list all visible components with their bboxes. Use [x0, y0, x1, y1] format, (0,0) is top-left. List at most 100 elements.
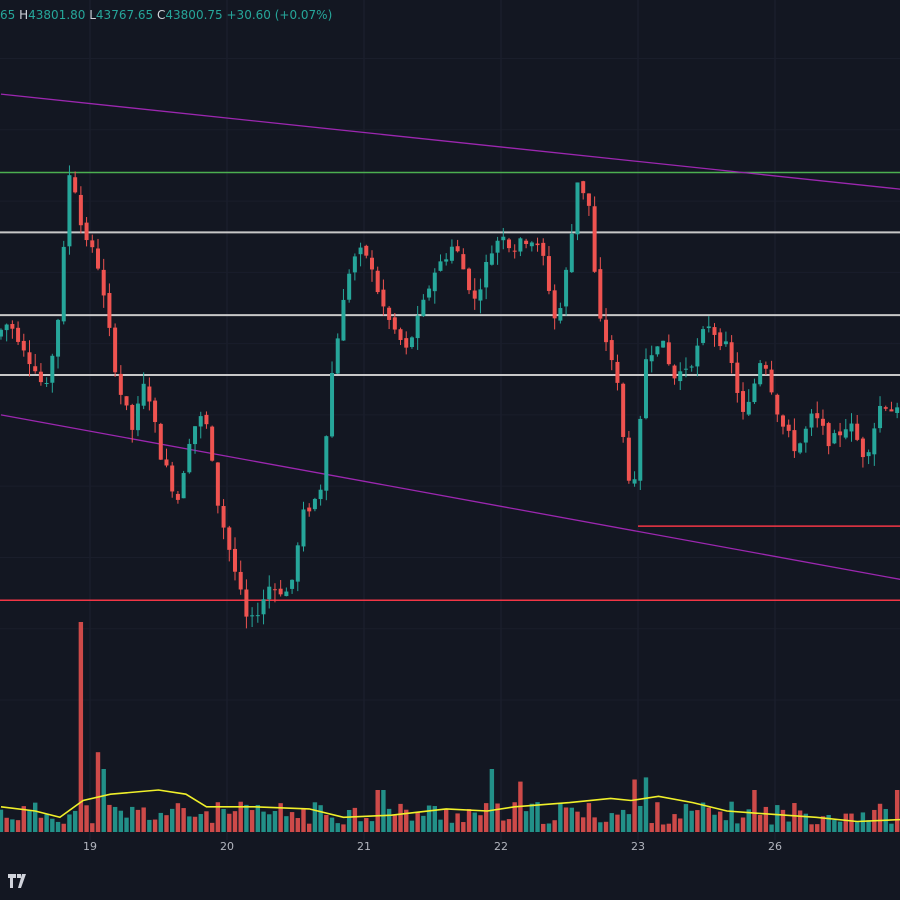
candle-body-61 — [347, 273, 352, 300]
volume-bar-151 — [860, 812, 866, 832]
volume-bar-144 — [820, 816, 826, 832]
candle-body-8 — [44, 383, 49, 385]
volume-bar-152 — [866, 820, 871, 832]
candle-body-117 — [666, 342, 671, 365]
candle-body-43 — [244, 589, 249, 617]
volume-bar-9 — [50, 818, 55, 832]
volume-bar-103 — [586, 803, 592, 832]
candle-body-45 — [255, 615, 260, 617]
candle-body-152 — [866, 452, 871, 457]
candle-body-86 — [489, 253, 494, 265]
candle-body-10 — [56, 319, 61, 357]
candle-body-67 — [381, 289, 386, 307]
volume-bar-120 — [683, 804, 689, 832]
candle-body-99 — [564, 269, 569, 307]
volume-bar-4 — [21, 806, 26, 832]
volume-bar-146 — [832, 820, 837, 832]
volume-bar-127 — [723, 820, 729, 832]
volume-bar-62 — [352, 807, 358, 832]
candle-body-96 — [546, 256, 551, 291]
candle-body-16 — [90, 240, 95, 248]
volume-bar-5 — [27, 810, 32, 832]
tradingview-logo[interactable] — [6, 872, 28, 890]
volume-bar-38 — [215, 802, 221, 832]
volume-bar-67 — [381, 790, 386, 832]
volume-bar-17 — [95, 752, 101, 832]
candle-body-72 — [409, 337, 414, 347]
candle-body-147 — [838, 431, 843, 436]
candle-body-143 — [815, 413, 820, 419]
volume-bar-19 — [107, 804, 112, 832]
candle-body-131 — [746, 401, 751, 415]
candle-body-153 — [872, 428, 877, 455]
channel-lines — [0, 93, 900, 580]
high-value: 43801.80 — [28, 8, 86, 22]
volume-bar-134 — [763, 806, 769, 832]
close-value: 43800.75 — [165, 8, 223, 22]
candle-body-148 — [843, 429, 848, 438]
candle-body-35 — [198, 416, 203, 427]
volume-bar-85 — [483, 803, 489, 832]
volume-bar-97 — [552, 820, 557, 832]
volume-bar-73 — [415, 812, 420, 832]
candle-body-154 — [878, 405, 883, 429]
candle-body-34 — [193, 426, 198, 445]
volume-bar-122 — [695, 810, 700, 832]
channel-line-1 — [0, 414, 900, 580]
x-tick-22: 22 — [494, 840, 508, 853]
volume-bar-109 — [620, 809, 626, 832]
volume-bar-98 — [558, 803, 563, 832]
volume-bar-150 — [855, 822, 860, 832]
candle-body-52 — [295, 545, 300, 582]
volume-ma-line — [0, 789, 900, 823]
candle-body-76 — [432, 272, 437, 292]
candle-body-7 — [38, 371, 43, 383]
volume-bar-128 — [729, 801, 734, 832]
volume-bar-16 — [90, 823, 95, 832]
volume-bar-147 — [837, 821, 843, 832]
candle-body-138 — [786, 424, 791, 431]
candle-body-47 — [267, 586, 272, 600]
volume-bar-105 — [598, 822, 603, 832]
candle-body-110 — [626, 437, 631, 481]
x-axis: 19 20 21 22 23 26 — [83, 840, 782, 853]
volume-bar-35 — [198, 814, 203, 832]
volume-bar-10 — [55, 821, 61, 832]
volume-bar-106 — [603, 821, 609, 832]
candle-body-64 — [364, 245, 369, 256]
candle-body-136 — [775, 394, 780, 415]
candle-body-68 — [387, 307, 392, 320]
candle-body-21 — [118, 373, 123, 395]
volume-bar-8 — [44, 814, 49, 832]
volume-bar-50 — [284, 816, 289, 832]
volume-bar-58 — [329, 817, 335, 832]
volume-bar-11 — [61, 823, 66, 832]
candle-body-146 — [832, 433, 837, 444]
candle-body-39 — [221, 506, 226, 528]
volume-bars — [0, 622, 900, 832]
x-tick-19: 19 — [83, 840, 97, 853]
candle-body-60 — [341, 299, 346, 341]
volume-bar-117 — [666, 823, 672, 832]
candle-body-18 — [101, 269, 106, 296]
volume-bar-131 — [746, 809, 751, 832]
candle-body-118 — [672, 365, 677, 379]
candle-body-57 — [324, 436, 329, 491]
volume-bar-69 — [392, 815, 398, 832]
x-tick-23: 23 — [631, 840, 645, 853]
volume-bar-26 — [147, 819, 152, 832]
candle-body-22 — [124, 396, 129, 406]
candle-body-125 — [712, 327, 717, 335]
candle-body-127 — [723, 341, 728, 345]
candle-body-92 — [524, 240, 529, 245]
volume-bar-125 — [712, 814, 717, 832]
candle-body-4 — [21, 340, 26, 351]
volume-bar-136 — [775, 805, 780, 832]
candle-body-100 — [569, 233, 574, 273]
volume-bar-57 — [324, 814, 329, 832]
volume-bar-123 — [700, 802, 706, 832]
volume-bar-44 — [249, 810, 255, 832]
volume-bar-71 — [404, 809, 409, 832]
volume-bar-148 — [843, 813, 848, 832]
